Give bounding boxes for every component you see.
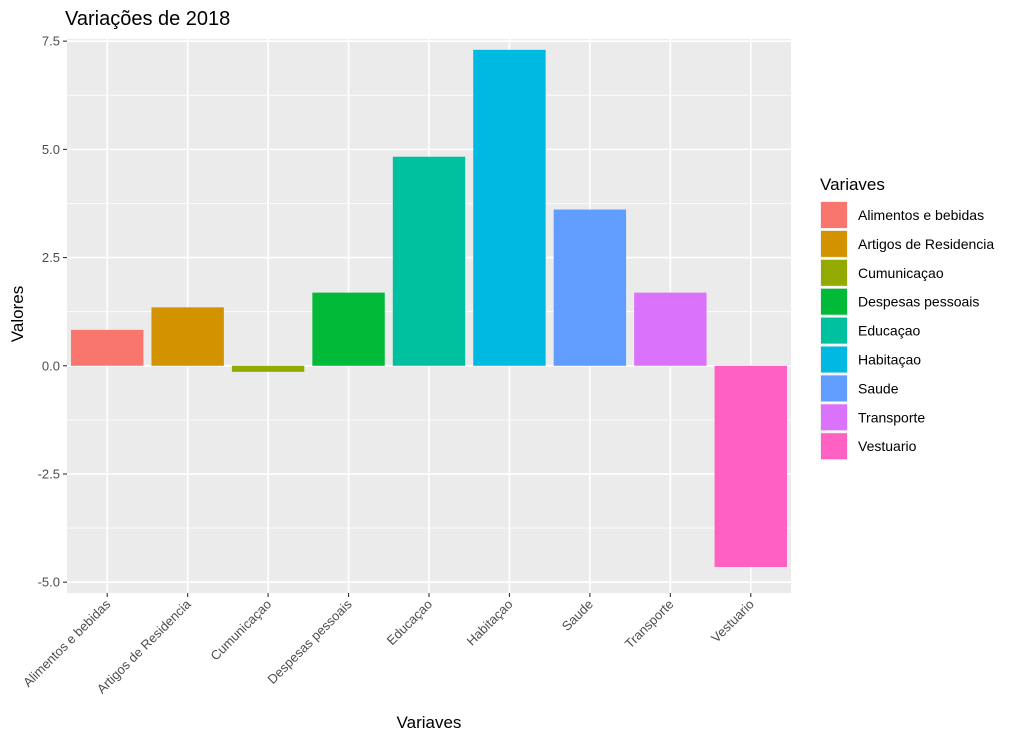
y-axis-title: Valores (8, 286, 27, 342)
legend-swatch (821, 375, 847, 402)
bar-habita-ao (473, 49, 546, 366)
x-tick-label: Educaçao (384, 597, 435, 648)
legend-swatch (821, 433, 847, 460)
bar-educa-ao (392, 156, 466, 366)
y-tick-label: 7.5 (42, 34, 60, 49)
x-tick-label: Despesas pessoais (264, 596, 355, 687)
bars (71, 49, 787, 568)
legend-swatch (821, 288, 847, 315)
legend-label: Alimentos e bebidas (858, 207, 984, 223)
bar-despesas-pessoais (312, 292, 385, 366)
bar-vestuario (714, 365, 787, 568)
bar-transporte (634, 292, 707, 366)
chart-title: Variações de 2018 (65, 8, 230, 30)
x-tick-label: Alimentos e bebidas (20, 596, 114, 690)
bar-saude (553, 209, 627, 366)
x-tick-label: Saude (559, 597, 596, 634)
y-tick-label: 2.5 (42, 250, 60, 265)
legend-label: Cumunicaçao (858, 265, 944, 281)
legend-swatch (821, 317, 847, 344)
legend-label: Educaçao (858, 323, 920, 339)
legend-swatch (821, 202, 847, 228)
y-tick-label: -5.0 (38, 575, 60, 590)
x-tick-label: Transporte (622, 597, 677, 652)
x-tick-label: Habitaçao (464, 597, 516, 649)
x-tick-label: Vestuario (708, 597, 757, 646)
legend-swatch (821, 230, 847, 257)
legend: Variaves Alimentos e bebidas Artigos de R… (820, 175, 994, 461)
x-tick-label: Cumunicaçao (207, 597, 274, 664)
legend-label: Artigos de Residencia (858, 236, 994, 252)
x-axis-title: Variaves (397, 713, 462, 732)
legend-swatch (821, 259, 847, 286)
legend-swatch (821, 404, 847, 431)
bar-cumunica-ao (231, 365, 305, 372)
legend-label: Transporte (858, 409, 925, 425)
y-tick-label: -2.5 (38, 466, 60, 481)
legend-label: Saude (858, 380, 899, 396)
y-tick-label: 0.0 (42, 358, 60, 373)
y-axis: -5.0 -2.5 0.0 2.5 5.0 7.5 (38, 34, 67, 590)
y-tick-label: 5.0 (42, 142, 60, 157)
legend-label: Habitaçao (858, 352, 921, 368)
legend-label: Vestuario (858, 438, 917, 454)
legend-items: Alimentos e bebidas Artigos de Residencia… (820, 201, 994, 461)
bar-artigos-de-residencia (151, 307, 224, 366)
legend-title: Variaves (820, 175, 885, 194)
legend-swatch (821, 346, 847, 373)
bar-alimentos-e-bebidas (71, 329, 144, 366)
legend-label: Despesas pessoais (858, 294, 979, 310)
